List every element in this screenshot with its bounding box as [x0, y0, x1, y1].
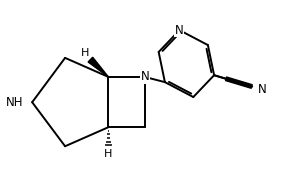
Text: N: N	[258, 83, 267, 96]
Text: N: N	[175, 24, 184, 37]
Polygon shape	[88, 57, 108, 77]
Text: H: H	[81, 48, 89, 58]
Text: NH: NH	[6, 96, 24, 109]
Text: H: H	[104, 149, 112, 159]
Text: N: N	[140, 70, 149, 84]
